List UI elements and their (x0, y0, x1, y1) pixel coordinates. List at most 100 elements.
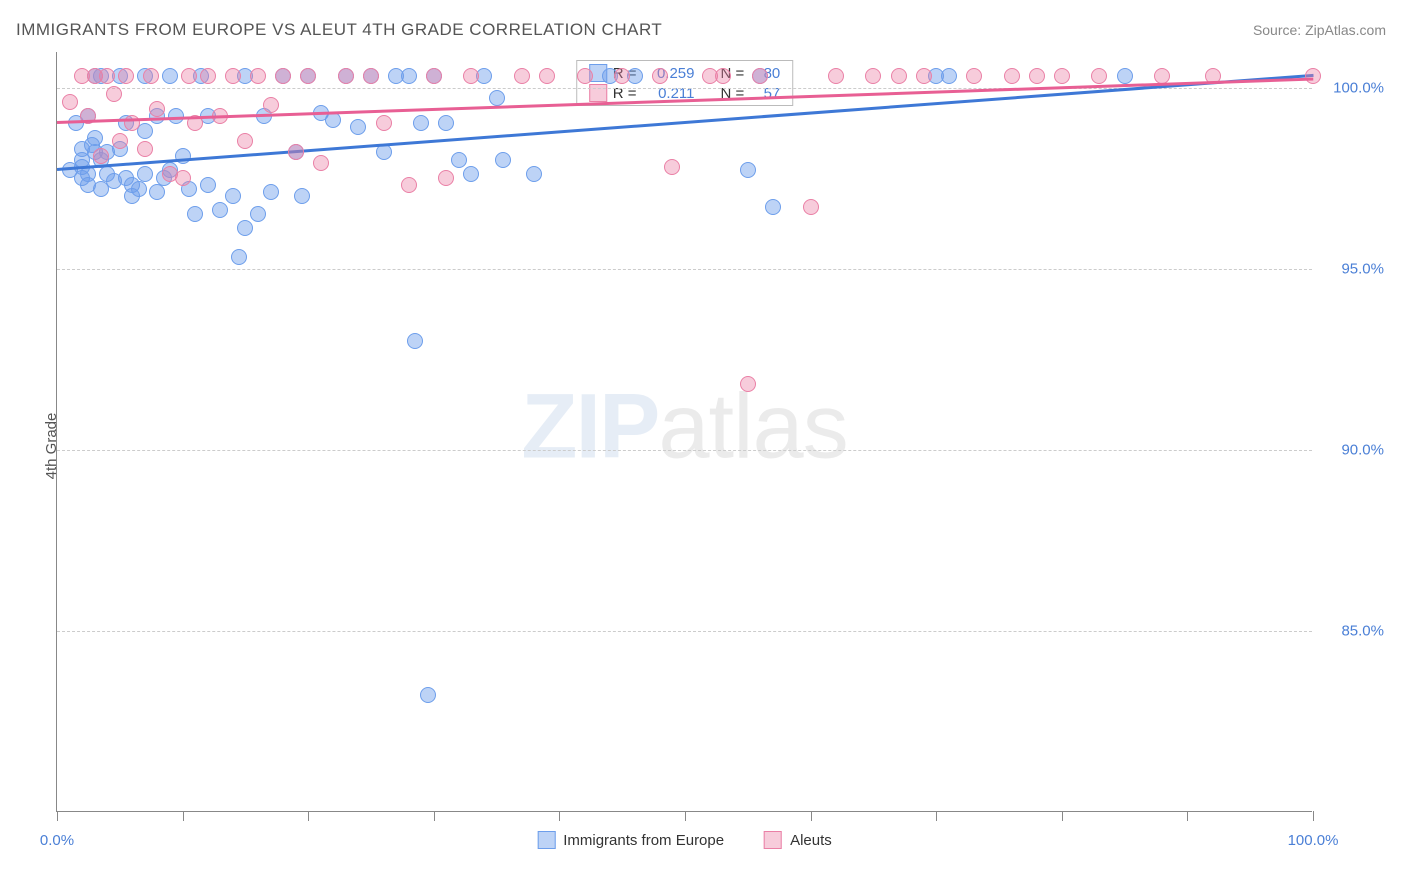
x-tick (57, 811, 58, 821)
scatter-point-series-0 (225, 188, 241, 204)
scatter-point-series-1 (577, 68, 593, 84)
scatter-point-series-1 (664, 159, 680, 175)
scatter-point-series-0 (495, 152, 511, 168)
x-tick (811, 811, 812, 821)
scatter-point-series-1 (426, 68, 442, 84)
scatter-point-series-0 (294, 188, 310, 204)
legend-bottom-item-0: Immigrants from Europe (537, 831, 724, 849)
scatter-point-series-1 (752, 68, 768, 84)
legend-swatch (589, 84, 607, 102)
scatter-point-series-1 (93, 148, 109, 164)
scatter-point-series-1 (715, 68, 731, 84)
scatter-point-series-1 (175, 170, 191, 186)
scatter-point-series-1 (118, 68, 134, 84)
scatter-point-series-1 (803, 199, 819, 215)
y-tick-label: 85.0% (1341, 623, 1384, 640)
scatter-point-series-1 (891, 68, 907, 84)
scatter-point-series-0 (451, 152, 467, 168)
scatter-point-series-1 (514, 68, 530, 84)
scatter-point-series-0 (765, 199, 781, 215)
scatter-point-series-1 (614, 68, 630, 84)
legend-swatch (764, 831, 782, 849)
scatter-point-series-1 (99, 68, 115, 84)
scatter-point-series-1 (1305, 68, 1321, 84)
scatter-point-series-0 (420, 687, 436, 703)
x-tick (1062, 811, 1063, 821)
grid-line (57, 450, 1312, 451)
source-attribution: Source: ZipAtlas.com (1253, 22, 1386, 38)
x-tick-label: 0.0% (40, 832, 74, 849)
x-tick-label: 100.0% (1288, 832, 1339, 849)
scatter-point-series-1 (275, 68, 291, 84)
scatter-point-series-0 (149, 184, 165, 200)
scatter-point-series-1 (237, 133, 253, 149)
scatter-point-series-1 (313, 155, 329, 171)
scatter-point-series-1 (300, 68, 316, 84)
legend-series-label: Aleuts (790, 832, 832, 849)
scatter-point-series-0 (740, 162, 756, 178)
r-label: R = (613, 85, 637, 102)
scatter-point-series-0 (526, 166, 542, 182)
x-tick (685, 811, 686, 821)
scatter-point-series-1 (828, 68, 844, 84)
scatter-point-series-0 (463, 166, 479, 182)
scatter-point-series-1 (200, 68, 216, 84)
watermark-zip: ZIP (521, 375, 658, 477)
scatter-point-series-0 (350, 119, 366, 135)
scatter-point-series-0 (438, 115, 454, 131)
scatter-point-series-1 (539, 68, 555, 84)
x-tick (1187, 811, 1188, 821)
r-value: 0.259 (643, 65, 695, 82)
scatter-point-series-1 (966, 68, 982, 84)
legend-swatch (537, 831, 555, 849)
chart-title: IMMIGRANTS FROM EUROPE VS ALEUT 4TH GRAD… (16, 20, 662, 40)
scatter-point-series-1 (250, 68, 266, 84)
scatter-point-series-1 (288, 144, 304, 160)
scatter-point-series-0 (131, 181, 147, 197)
y-tick-label: 95.0% (1341, 261, 1384, 278)
scatter-point-series-0 (489, 90, 505, 106)
scatter-point-series-0 (376, 144, 392, 160)
legend-series-label: Immigrants from Europe (563, 832, 724, 849)
source-name: ZipAtlas.com (1305, 22, 1386, 38)
scatter-point-series-0 (407, 333, 423, 349)
source-label: Source: (1253, 22, 1305, 38)
scatter-point-series-0 (263, 184, 279, 200)
grid-line (57, 631, 1312, 632)
scatter-point-series-0 (200, 177, 216, 193)
x-tick (1313, 811, 1314, 821)
scatter-point-series-1 (143, 68, 159, 84)
scatter-point-series-0 (162, 68, 178, 84)
watermark: ZIPatlas (521, 374, 847, 479)
scatter-point-series-1 (463, 68, 479, 84)
scatter-point-series-1 (438, 170, 454, 186)
scatter-point-series-1 (106, 86, 122, 102)
scatter-point-series-0 (401, 68, 417, 84)
scatter-point-series-1 (376, 115, 392, 131)
scatter-point-series-1 (363, 68, 379, 84)
scatter-point-series-0 (137, 166, 153, 182)
y-tick-label: 90.0% (1341, 442, 1384, 459)
x-tick (183, 811, 184, 821)
scatter-point-series-1 (740, 376, 756, 392)
scatter-point-series-1 (1029, 68, 1045, 84)
scatter-point-series-0 (212, 202, 228, 218)
scatter-point-series-0 (237, 220, 253, 236)
scatter-point-series-1 (149, 101, 165, 117)
y-tick-label: 100.0% (1333, 80, 1384, 97)
scatter-point-series-1 (112, 133, 128, 149)
scatter-point-series-1 (916, 68, 932, 84)
scatter-point-series-1 (62, 94, 78, 110)
x-tick (434, 811, 435, 821)
scatter-point-series-0 (231, 249, 247, 265)
scatter-point-series-0 (941, 68, 957, 84)
scatter-point-series-0 (325, 112, 341, 128)
scatter-point-series-1 (1004, 68, 1020, 84)
scatter-point-series-1 (338, 68, 354, 84)
scatter-point-series-0 (187, 206, 203, 222)
watermark-atlas: atlas (658, 375, 847, 477)
scatter-point-series-1 (401, 177, 417, 193)
scatter-point-series-0 (175, 148, 191, 164)
x-tick (308, 811, 309, 821)
chart-plot-area: ZIPatlas R =0.259N =80R = 0.211N = 57 Im… (56, 52, 1312, 812)
